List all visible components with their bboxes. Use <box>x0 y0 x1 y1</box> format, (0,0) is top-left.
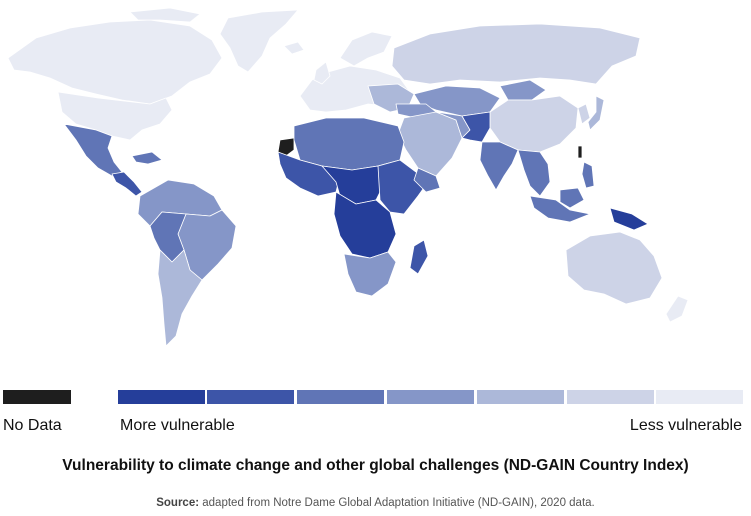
region-uk <box>313 61 331 85</box>
legend-no-data-label: No Data <box>3 417 62 434</box>
region-india <box>479 141 519 191</box>
region-arctic-islands <box>129 7 201 23</box>
region-afghanistan-pakistan <box>461 111 491 143</box>
source-label: Source: <box>156 497 200 509</box>
region-southern-africa <box>343 251 397 297</box>
legend-scale-swatch <box>207 390 294 404</box>
region-philippines <box>581 161 595 189</box>
region-central-america <box>111 171 143 197</box>
region-north-africa <box>293 117 405 171</box>
source-text: adapted from Notre Dame Global Adaptatio… <box>202 497 595 509</box>
legend-scale-swatch <box>477 390 564 404</box>
legend-scale-swatch <box>387 390 474 404</box>
region-mongolia <box>499 79 547 101</box>
region-madagascar <box>409 239 429 275</box>
legend <box>0 390 751 406</box>
region-indonesia <box>529 195 591 223</box>
region-korea <box>577 103 591 125</box>
region-southern-cone <box>157 249 203 347</box>
region-australia <box>565 231 663 305</box>
legend-scale-swatch <box>118 390 205 404</box>
region-greenland <box>219 9 299 73</box>
legend-no-data-swatch <box>3 390 71 404</box>
region-taiwan <box>577 145 583 159</box>
legend-scale-swatch <box>567 390 654 404</box>
legend-less-vulnerable-label: Less vulnerable <box>629 417 742 434</box>
world-vulnerability-map <box>7 7 689 347</box>
region-usa <box>57 91 173 141</box>
legend-scale-swatch <box>656 390 743 404</box>
region-western-sahara <box>277 137 295 157</box>
region-china <box>489 95 579 153</box>
region-southeast-asia <box>517 149 551 197</box>
region-new-zealand <box>665 295 689 323</box>
map-title: Vulnerability to climate change and othe… <box>62 457 689 474</box>
legend-scale-swatch <box>297 390 384 404</box>
region-iceland <box>283 41 305 55</box>
region-japan <box>587 95 605 131</box>
region-russia <box>391 23 641 85</box>
region-arabia-south <box>413 167 441 193</box>
region-borneo <box>559 187 585 209</box>
region-scandinavia <box>339 31 393 67</box>
region-papua <box>609 207 649 231</box>
legend-more-vulnerable-label: More vulnerable <box>120 417 235 434</box>
region-west-africa <box>277 151 341 197</box>
region-caribbean <box>131 151 163 165</box>
source-note: Source: adapted from Notre Dame Global A… <box>0 497 751 509</box>
region-canada <box>7 19 223 105</box>
region-east-africa <box>377 159 429 215</box>
